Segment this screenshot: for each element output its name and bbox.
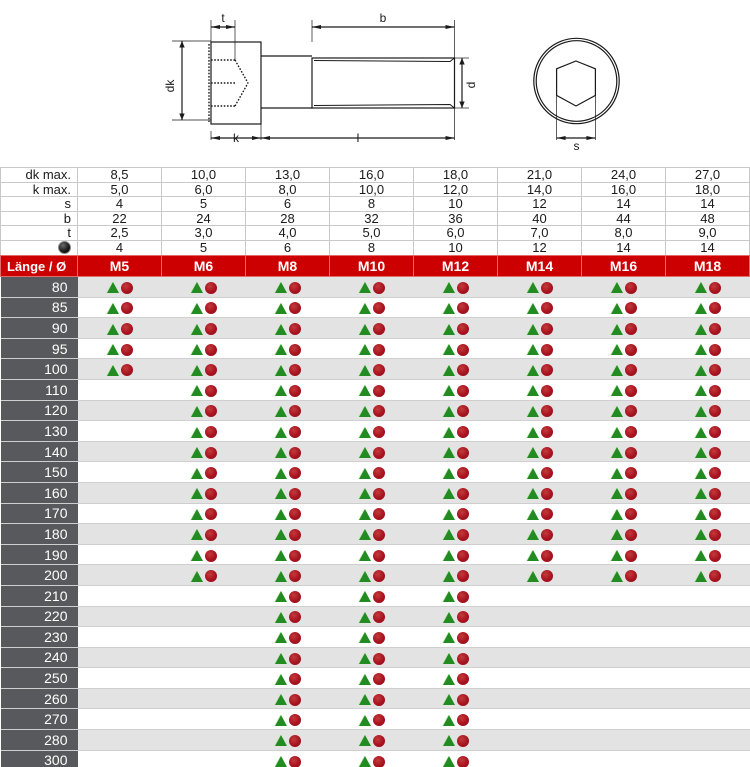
svg-text:b: b [380, 11, 387, 25]
svg-text:t: t [221, 11, 225, 25]
svg-text:l: l [357, 131, 360, 145]
svg-text:s: s [574, 139, 580, 153]
svg-text:dk: dk [163, 79, 177, 93]
svg-text:d: d [464, 82, 478, 89]
svg-text:k: k [233, 131, 240, 145]
